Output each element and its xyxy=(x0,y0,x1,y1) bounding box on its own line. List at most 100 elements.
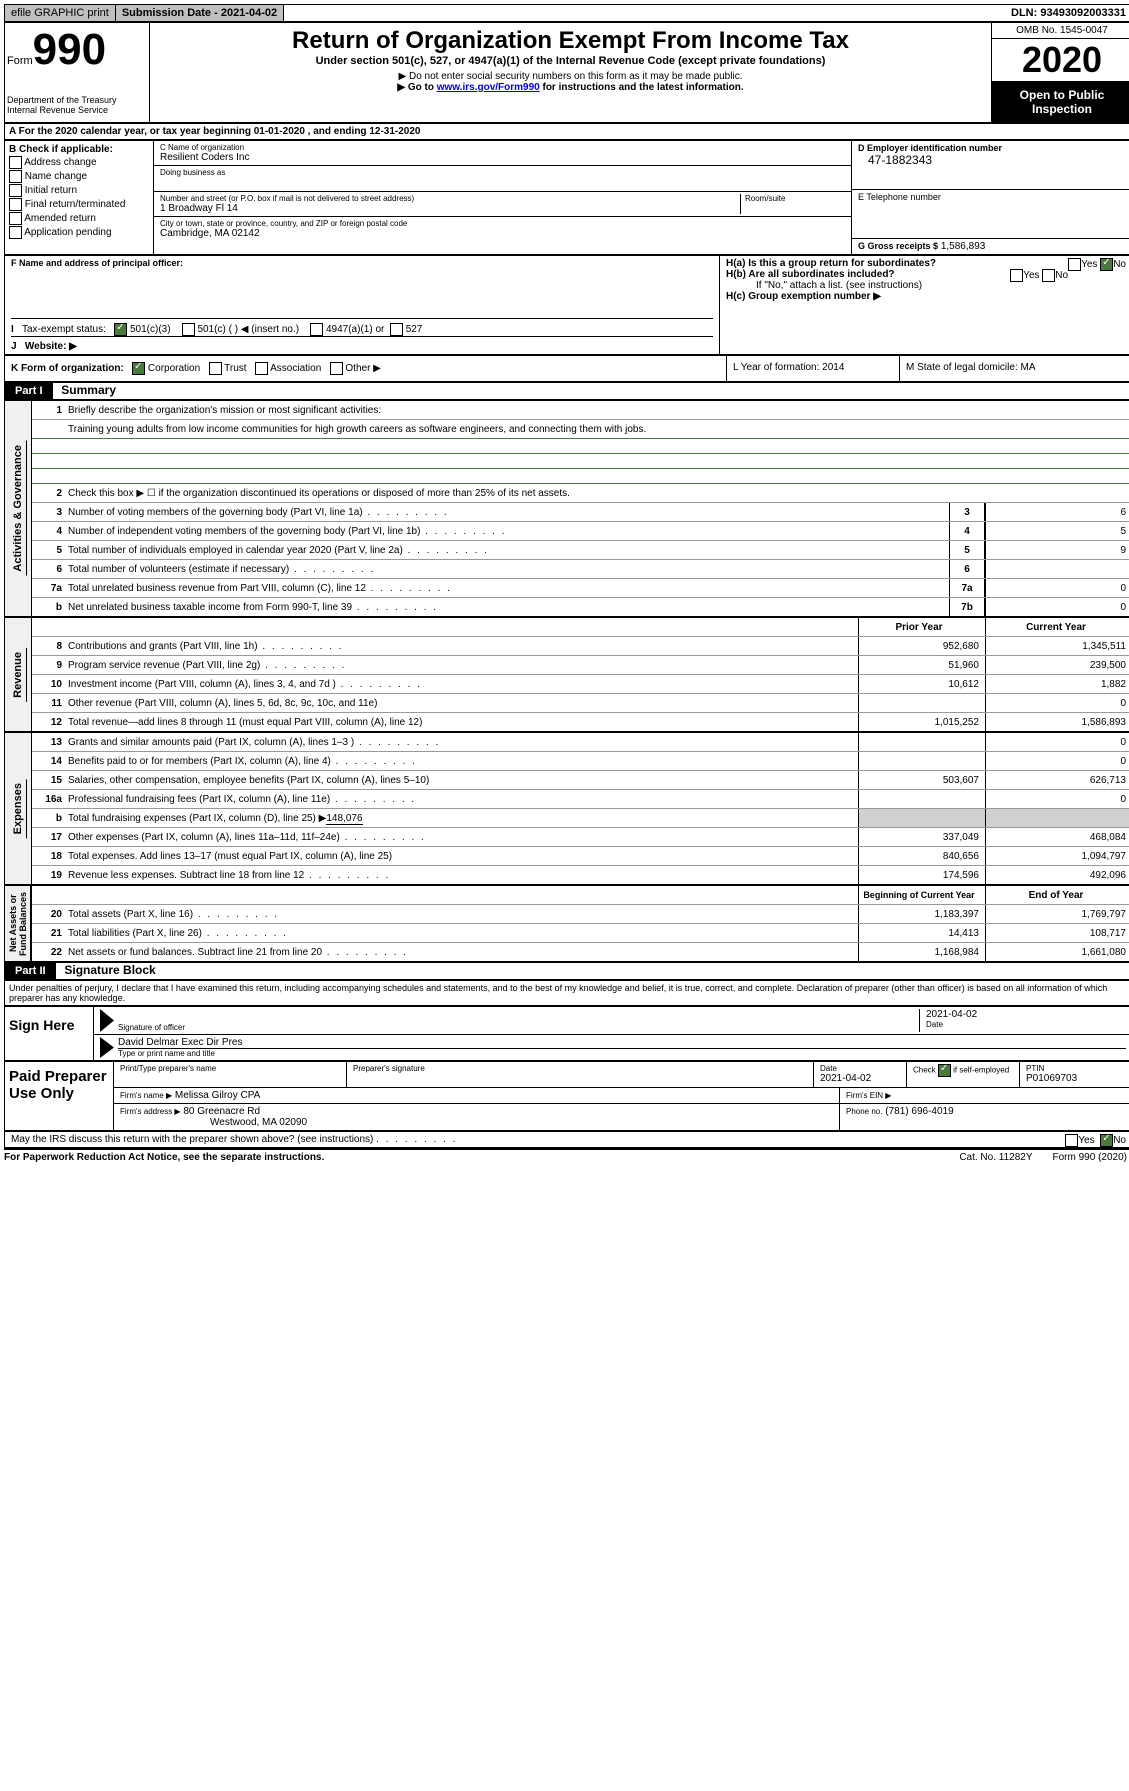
paperwork-notice: For Paperwork Reduction Act Notice, see … xyxy=(4,1152,939,1163)
line13-curr: 0 xyxy=(985,733,1129,751)
status-i: I xyxy=(11,324,14,335)
trust-checkbox[interactable] xyxy=(209,362,222,375)
line10-prior: 10,612 xyxy=(858,675,985,693)
final-return-checkbox[interactable] xyxy=(9,198,22,211)
address-change-checkbox[interactable] xyxy=(9,156,22,169)
sign-here-label: Sign Here xyxy=(5,1007,94,1060)
paid-date-label: Date xyxy=(820,1064,900,1073)
line7a-label: Total unrelated business revenue from Pa… xyxy=(66,583,949,594)
line22-curr: 1,661,080 xyxy=(985,943,1129,961)
irs-link[interactable]: www.irs.gov/Form990 xyxy=(437,82,540,93)
sig-date: 2021-04-02 xyxy=(926,1009,1126,1020)
discuss-yes: Yes xyxy=(1078,1135,1094,1146)
paid-date: 2021-04-02 xyxy=(820,1073,900,1084)
line11-curr: 0 xyxy=(985,694,1129,712)
hb-yes-checkbox[interactable] xyxy=(1010,269,1023,282)
amended-checkbox[interactable] xyxy=(9,212,22,225)
discuss-no-checkbox[interactable] xyxy=(1100,1134,1113,1147)
identity-section: B Check if applicable: Address change Na… xyxy=(4,140,1129,255)
line12-prior: 1,015,252 xyxy=(858,713,985,731)
firm-name-label: Firm's name ▶ xyxy=(120,1091,172,1100)
line9-label: Program service revenue (Part VIII, line… xyxy=(66,660,858,671)
hb-yes: Yes xyxy=(1023,270,1039,281)
dept-irs: Internal Revenue Service xyxy=(7,105,147,115)
officer-name: David Delmar Exec Dir Pres xyxy=(118,1037,1126,1049)
501c-checkbox[interactable] xyxy=(182,323,195,336)
hb-no-checkbox[interactable] xyxy=(1042,269,1055,282)
street-label: Number and street (or P.O. box if mail i… xyxy=(160,194,740,203)
net-assets-section: Net Assets or Fund Balances Beginning of… xyxy=(4,885,1129,962)
form-ref: Form 990 (2020) xyxy=(1053,1152,1129,1163)
firm-addr1: 80 Greenacre Rd xyxy=(183,1106,260,1117)
line14-curr: 0 xyxy=(985,752,1129,770)
discuss-yes-checkbox[interactable] xyxy=(1065,1134,1078,1147)
current-year-header: Current Year xyxy=(985,618,1129,636)
receipts-value: 1,586,893 xyxy=(941,241,986,252)
501c3-checkbox[interactable] xyxy=(114,323,127,336)
line15-prior: 503,607 xyxy=(858,771,985,789)
paid-preparer-label: Paid Preparer Use Only xyxy=(5,1062,114,1130)
line16b-label: Total fundraising expenses (Part IX, col… xyxy=(66,813,858,824)
line16a-curr: 0 xyxy=(985,790,1129,808)
receipts-label: G Gross receipts $ xyxy=(858,241,938,251)
line8-prior: 952,680 xyxy=(858,637,985,655)
line19-label: Revenue less expenses. Subtract line 18 … xyxy=(66,870,858,881)
4947-checkbox[interactable] xyxy=(310,323,323,336)
501c-label: 501(c) ( ) ◀ (insert no.) xyxy=(197,324,299,335)
org-name-label: C Name of organization xyxy=(160,143,845,152)
part1-tag: Part I xyxy=(5,383,53,399)
officer-name-label: Type or print name and title xyxy=(118,1049,1126,1058)
initial-return-checkbox[interactable] xyxy=(9,184,22,197)
other-label: Other ▶ xyxy=(345,363,380,374)
app-pending-checkbox[interactable] xyxy=(9,226,22,239)
ein-label: D Employer identification number xyxy=(858,143,1126,153)
ha-no-checkbox[interactable] xyxy=(1100,258,1113,271)
line19-prior: 174,596 xyxy=(858,866,985,884)
state-domicile: M State of legal domicile: MA xyxy=(900,356,1129,381)
line18-prior: 840,656 xyxy=(858,847,985,865)
officer-group-section: F Name and address of principal officer:… xyxy=(4,255,1129,355)
part2-title: Signature Block xyxy=(58,963,155,977)
corp-checkbox[interactable] xyxy=(132,362,145,375)
line7a-value: 0 xyxy=(985,579,1129,597)
submission-date: Submission Date - 2021-04-02 xyxy=(116,5,284,21)
website-j: J xyxy=(11,341,17,352)
beg-year-header: Beginning of Current Year xyxy=(858,886,985,904)
line13-prior xyxy=(858,733,985,751)
line14-label: Benefits paid to or for members (Part IX… xyxy=(66,756,858,767)
self-employed-checkbox[interactable] xyxy=(938,1064,951,1077)
ha-label: H(a) Is this a group return for subordin… xyxy=(726,258,936,269)
line7b-value: 0 xyxy=(985,598,1129,616)
hb-no: No xyxy=(1055,270,1068,281)
line12-label: Total revenue—add lines 8 through 11 (mu… xyxy=(66,717,858,728)
line12-curr: 1,586,893 xyxy=(985,713,1129,731)
phone-label: E Telephone number xyxy=(858,192,1126,202)
form-number: 990 xyxy=(33,25,106,74)
line16a-label: Professional fundraising fees (Part IX, … xyxy=(66,794,858,805)
sign-here-section: Sign Here Signature of officer 2021-04-0… xyxy=(4,1006,1129,1061)
suite-label: Room/suite xyxy=(745,194,845,203)
open-public-badge: Open to Public Inspection xyxy=(992,82,1129,122)
line5-label: Total number of individuals employed in … xyxy=(66,545,949,556)
ssn-note: ▶ Do not enter social security numbers o… xyxy=(154,71,987,82)
status-label: Tax-exempt status: xyxy=(22,324,106,335)
other-checkbox[interactable] xyxy=(330,362,343,375)
calendar-year-line: A For the 2020 calendar year, or tax yea… xyxy=(4,123,1129,140)
check-header: B Check if applicable: xyxy=(9,144,149,155)
city-label: City or town, state or province, country… xyxy=(160,219,845,228)
ha-yes-checkbox[interactable] xyxy=(1068,258,1081,271)
527-checkbox[interactable] xyxy=(390,323,403,336)
name-change-checkbox[interactable] xyxy=(9,170,22,183)
discuss-label: May the IRS discuss this return with the… xyxy=(11,1134,373,1145)
line19-curr: 492,096 xyxy=(985,866,1129,884)
link-suffix: for instructions and the latest informat… xyxy=(540,82,744,93)
city-value: Cambridge, MA 02142 xyxy=(160,228,845,239)
activities-governance-section: Activities & Governance 1Briefly describ… xyxy=(4,400,1129,617)
sig-date-label: Date xyxy=(926,1020,1126,1029)
sig-officer-label: Signature of officer xyxy=(118,1023,919,1032)
k-label: K Form of organization: xyxy=(11,363,124,374)
top-bar: efile GRAPHIC print Submission Date - 20… xyxy=(4,4,1129,22)
line8-label: Contributions and grants (Part VIII, lin… xyxy=(66,641,858,652)
assoc-checkbox[interactable] xyxy=(255,362,268,375)
ha-yes: Yes xyxy=(1081,259,1097,270)
